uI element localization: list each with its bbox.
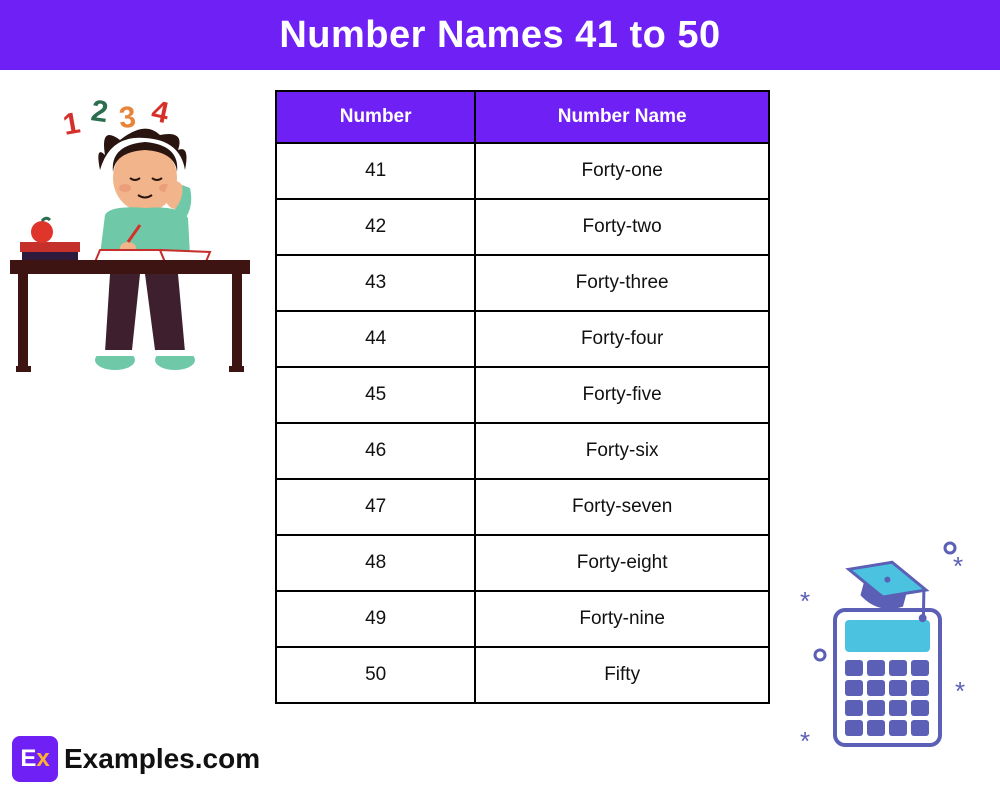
cell-number: 49 [276,591,475,647]
calculator-gradcap-illustration: * * * * [795,540,975,760]
cell-number: 42 [276,199,475,255]
cell-number: 41 [276,143,475,199]
logo-icon: Ex [12,736,58,782]
svg-text:2: 2 [89,94,110,129]
cell-number: 43 [276,255,475,311]
table-row: 46Forty-six [276,423,769,479]
header-bar: Number Names 41 to 50 [0,0,1000,70]
table-row: 45Forty-five [276,367,769,423]
cell-number-name: Forty-five [475,367,769,423]
logo-x: x [36,745,49,773]
table-row: 48Forty-eight [276,535,769,591]
table-row: 47Forty-seven [276,479,769,535]
number-names-table: Number Number Name 41Forty-one42Forty-tw… [275,90,770,704]
table-row: 42Forty-two [276,199,769,255]
cell-number: 50 [276,647,475,703]
table-row: 49Forty-nine [276,591,769,647]
cell-number: 44 [276,311,475,367]
cell-number-name: Forty-two [475,199,769,255]
column-header-name: Number Name [475,91,769,143]
svg-text:1: 1 [60,106,82,141]
logo-text: Examples.com [64,743,260,775]
cell-number-name: Forty-one [475,143,769,199]
svg-text:4: 4 [149,95,172,131]
table-row: 43Forty-three [276,255,769,311]
cell-number-name: Forty-six [475,423,769,479]
cell-number: 46 [276,423,475,479]
cell-number-name: Fifty [475,647,769,703]
table-row: 41Forty-one [276,143,769,199]
cell-number: 45 [276,367,475,423]
cell-number-name: Forty-seven [475,479,769,535]
cell-number-name: Forty-three [475,255,769,311]
svg-text:*: * [800,726,810,756]
svg-text:*: * [953,551,963,581]
cell-number-name: Forty-nine [475,591,769,647]
table-row: 50Fifty [276,647,769,703]
svg-text:*: * [800,586,810,616]
logo-e: E [20,745,36,773]
column-header-number: Number [276,91,475,143]
svg-text:3: 3 [118,101,138,135]
cell-number-name: Forty-four [475,311,769,367]
cell-number-name: Forty-eight [475,535,769,591]
svg-text:*: * [955,676,965,706]
table-header-row: Number Number Name [276,91,769,143]
page-title: Number Names 41 to 50 [279,14,720,57]
table-row: 44Forty-four [276,311,769,367]
cell-number: 47 [276,479,475,535]
student-studying-illustration: 1 2 3 4 [10,90,265,390]
cell-number: 48 [276,535,475,591]
site-logo: Ex Examples.com [12,736,260,782]
main-area: 1 2 3 4 [0,70,1000,800]
